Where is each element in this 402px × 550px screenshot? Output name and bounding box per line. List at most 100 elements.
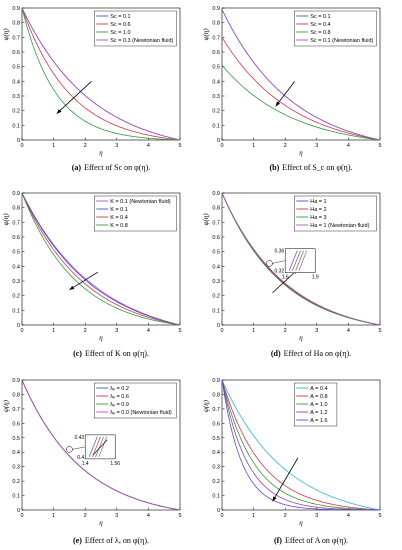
x-tick-label: 3 (115, 513, 118, 519)
y-tick-label: 0.9 (212, 378, 220, 384)
caption-label: (f) (274, 536, 282, 545)
trend-arrowhead (56, 109, 62, 114)
y-tick-label: 0.5 (212, 436, 220, 442)
trend-arrowhead (69, 285, 75, 290)
y-tick-label: 0 (17, 508, 20, 514)
series-line-2 (21, 7, 181, 141)
plot-frame (21, 379, 181, 511)
y-axis-label: φ(η) (202, 399, 210, 412)
caption-text: Effect of S_c on φ(η). (282, 163, 352, 172)
x-tick-label: 2 (284, 143, 287, 149)
legend-label: A = 1.0 (310, 402, 327, 408)
x-tick-label: 3 (315, 513, 318, 519)
y-tick-label: 0.6 (212, 50, 220, 56)
series-line-3 (21, 7, 181, 141)
y-tick-label: 0.3 (212, 465, 220, 471)
x-tick-label: 4 (347, 143, 350, 149)
caption-label: (b) (270, 163, 280, 172)
x-tick-label: 5 (378, 513, 381, 519)
x-tick-label: 4 (147, 143, 150, 149)
series-line-4 (21, 192, 181, 326)
inset-x-tick: 1.4 (82, 461, 89, 467)
y-tick-label: 0.2 (212, 109, 220, 115)
y-tick-label: 0.1 (212, 123, 220, 129)
legend-label: Ha = 2 (310, 207, 326, 213)
y-axis-label: φ(η) (2, 213, 10, 226)
inset-series-line (292, 250, 301, 271)
y-tick-label: 0 (17, 138, 20, 144)
chart-panel-4: 0 1 2 3 4 5 0 0.1 0.2 0.3 0.4 0.5 0.6 0.7 0.8 0.9 η φ(η) H… (202, 191, 382, 358)
y-tick-label: 0.8 (12, 392, 20, 398)
x-tick-label: 5 (178, 143, 181, 149)
x-tick-label: 5 (178, 328, 181, 334)
legend-label: K = 0.1 (Newtonian fluid) (110, 199, 171, 205)
x-tick-label: 0 (220, 143, 223, 149)
x-tick-label: 2 (84, 143, 87, 149)
legend-label: A = 0.4 (310, 386, 327, 392)
y-tick-label: 0.1 (212, 494, 220, 500)
y-tick-label: 0.8 (212, 392, 220, 398)
y-tick-label: 0.2 (12, 109, 20, 115)
y-tick-label: 0.9 (12, 6, 20, 12)
y-tick-label: 0.4 (212, 79, 220, 85)
trend-arrowhead (272, 496, 277, 502)
x-tick-label: 0 (220, 328, 223, 334)
series-line-4 (21, 7, 181, 141)
y-tick-label: 0.3 (212, 94, 220, 100)
x-tick-label: 2 (284, 328, 287, 334)
inset-series-line (288, 250, 298, 271)
y-tick-label: 0.2 (12, 479, 20, 485)
chart-panel-2: 0 1 2 3 4 5 0 0.1 0.2 0.3 0.4 0.5 0.6 0.7 0.8 0.9 η φ(η) S… (202, 6, 382, 172)
caption-text: Effect of Sc on φ(η). (84, 163, 150, 172)
y-tick-label: 0.5 (12, 436, 20, 442)
y-tick-label: 0.8 (212, 21, 220, 27)
zoom-marker (66, 446, 73, 453)
plot-frame (21, 7, 181, 141)
y-tick-label: 0.4 (12, 450, 20, 456)
inset-series-line (92, 436, 101, 458)
series-line-1 (221, 379, 381, 511)
x-tick-label: 3 (115, 143, 118, 149)
chart-panel-6: 0 1 2 3 4 5 0 0.1 0.2 0.3 0.4 0.5 0.6 0.7 0.8 0.9 η φ(η) A… (202, 378, 382, 545)
legend-label: Sc = 0.1 (310, 14, 330, 20)
series-line-3 (221, 192, 381, 326)
y-tick-label: 0.5 (12, 250, 20, 256)
y-tick-label: 0.6 (212, 421, 220, 427)
x-axis-label: η (99, 149, 103, 157)
x-tick-label: 1 (52, 328, 55, 334)
inset-y-tick: 0.32 (274, 269, 284, 275)
trend-arrow (275, 81, 295, 107)
panel-caption: (a) Effect of Sc on φ(η). (72, 163, 151, 172)
y-tick-label: 0.6 (12, 50, 20, 56)
y-tick-label: 0.5 (12, 65, 20, 71)
x-tick-label: 5 (178, 513, 181, 519)
trend-arrow (69, 271, 99, 291)
x-tick-label: 4 (147, 328, 150, 334)
y-tick-label: 0.4 (212, 264, 220, 270)
legend-label: Sc = 0.1 (110, 14, 130, 20)
caption-text: Effect of λₑ on φ(η). (85, 536, 149, 545)
inset-x-tick: 1.9 (312, 275, 319, 281)
inset-series-line (88, 436, 98, 458)
x-tick-label: 2 (284, 513, 287, 519)
y-axis-label: φ(η) (202, 28, 210, 41)
y-tick-label: 0.3 (212, 279, 220, 285)
x-tick-label: 2 (84, 513, 87, 519)
y-tick-label: 0.9 (212, 191, 220, 197)
inset-arrow (92, 439, 108, 456)
y-tick-label: 0.8 (12, 206, 20, 212)
y-tick-label: 0.4 (212, 450, 220, 456)
caption-text: Effect of K on φ(η). (85, 349, 149, 358)
inset-series-line (95, 436, 104, 458)
x-axis-label: η (99, 519, 103, 527)
x-tick-label: 1 (252, 513, 255, 519)
zoom-marker (266, 260, 273, 267)
chart-panel-5: 0 1 2 3 4 5 0 0.1 0.2 0.3 0.4 0.5 0.6 0.7 0.8 0.9 η φ(η) λ… (2, 378, 182, 545)
y-tick-label: 0.3 (12, 279, 20, 285)
legend-label: K = 0.4 (110, 215, 128, 221)
inset-series-line (298, 250, 308, 271)
y-tick-label: 0.1 (12, 123, 20, 129)
x-tick-label: 1 (252, 143, 255, 149)
trend-arrow (56, 81, 92, 114)
legend-label: Ha = 1 (310, 199, 326, 205)
